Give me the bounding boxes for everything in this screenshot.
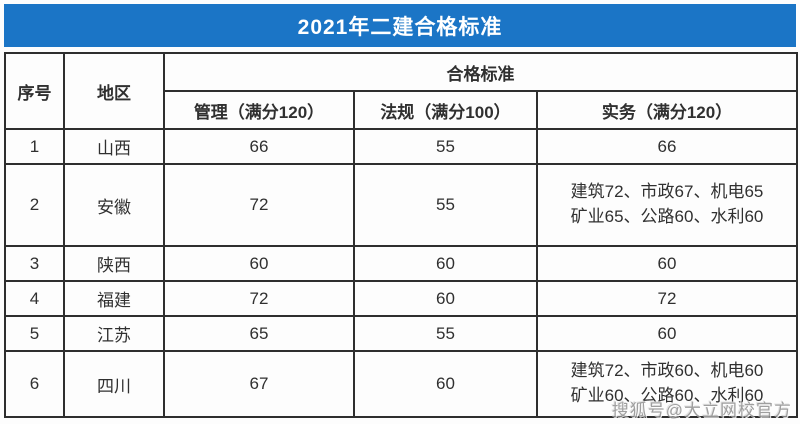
title-bar: 2021年二建合格标准 — [4, 4, 796, 47]
cell-fagui: 55 — [353, 315, 538, 352]
cell-region: 江苏 — [63, 315, 165, 352]
cell-region: 安徽 — [63, 163, 165, 247]
cell-guanli: 60 — [163, 245, 355, 282]
table-row: 5 江苏 65 55 60 — [4, 315, 799, 352]
column-header-hege-biaozhun: 合格标准 — [162, 52, 799, 92]
cell-region: 四川 — [63, 350, 165, 418]
table-row: 3 陕西 60 60 60 — [4, 245, 799, 282]
table-row: 2 安徽 72 55 建筑72、市政67、机电65 矿业65、公路60、水利60 — [4, 163, 799, 247]
header-row-top: 序号 地区 合格标准 — [4, 52, 799, 130]
cell-no: 6 — [4, 350, 65, 418]
column-header-xuhao: 序号 — [4, 52, 65, 130]
cell-shiwu: 66 — [535, 128, 799, 165]
cell-no: 5 — [4, 315, 65, 352]
cell-fagui: 60 — [353, 350, 538, 418]
table-row: 1 山西 66 55 66 — [4, 128, 799, 165]
cell-no: 2 — [4, 163, 65, 247]
cell-fagui: 60 — [353, 280, 538, 317]
cell-guanli: 65 — [163, 315, 355, 352]
cell-region: 陕西 — [63, 245, 165, 282]
column-header-shiwu: 实务（满分120） — [535, 90, 799, 130]
cell-fagui: 55 — [353, 128, 538, 165]
cell-fagui: 55 — [353, 163, 538, 247]
cell-shiwu: 建筑72、市政60、机电60 矿业60、公路60、水利60 — [535, 350, 799, 418]
cell-no: 4 — [4, 280, 65, 317]
cell-fagui: 60 — [353, 245, 538, 282]
cell-shiwu: 72 — [535, 280, 799, 317]
cell-guanli: 67 — [163, 350, 355, 418]
cell-region: 山西 — [63, 128, 165, 165]
cell-shiwu: 60 — [535, 315, 799, 352]
column-header-diqu: 地区 — [63, 52, 165, 130]
column-header-fagui: 法规（满分100） — [353, 90, 538, 130]
cell-no: 1 — [4, 128, 65, 165]
table-row: 4 福建 72 60 72 — [4, 280, 799, 317]
standards-table: 序号 地区 合格标准 管理（满分120） 法规（满分100） 实务（满分120）… — [4, 52, 799, 418]
cell-guanli: 72 — [163, 163, 355, 247]
cell-region: 福建 — [63, 280, 165, 317]
column-header-guanli: 管理（满分120） — [163, 90, 355, 130]
page-title: 2021年二建合格标准 — [297, 15, 503, 39]
cell-guanli: 72 — [163, 280, 355, 317]
cell-shiwu: 建筑72、市政67、机电65 矿业65、公路60、水利60 — [535, 163, 799, 247]
header-row-sub: 管理（满分120） 法规（满分100） 实务（满分120） — [5, 90, 799, 130]
table-row: 6 四川 67 60 建筑72、市政60、机电60 矿业60、公路60、水利60 — [4, 350, 799, 418]
cell-guanli: 66 — [163, 128, 355, 165]
cell-shiwu: 60 — [535, 245, 799, 282]
cell-no: 3 — [4, 245, 65, 282]
